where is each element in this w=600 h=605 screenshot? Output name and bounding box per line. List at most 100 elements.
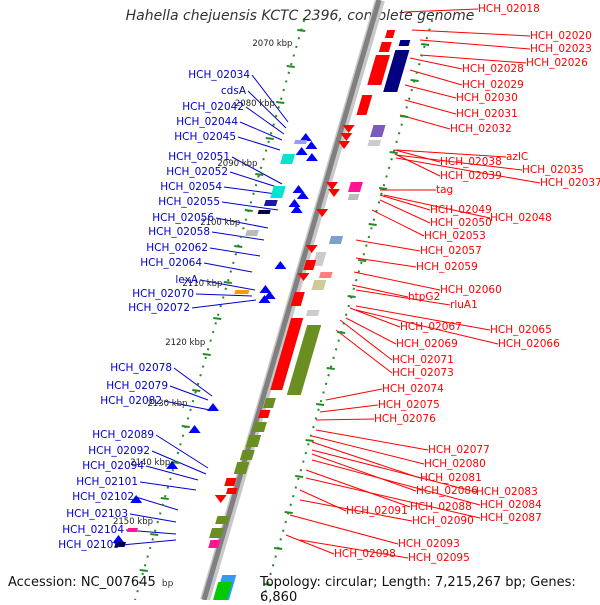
cyan-gene	[270, 186, 286, 198]
forward-leader-line	[299, 489, 347, 512]
gene-labels: HCH_02018HCH_02020HCH_02023HCH_02026HCH_…	[58, 3, 600, 564]
kbp-tick-labels: 2070 kbp 2080 kbp 2090 kbp 2100 kbp 2110 kbp…	[113, 39, 292, 527]
forward-leader-line	[355, 305, 491, 331]
forward-leader-line	[319, 404, 379, 413]
forward-gene-label: HCH_02049	[430, 204, 492, 216]
forward-leader-line	[311, 453, 417, 492]
forward-leader-line	[419, 54, 527, 64]
genome-backbone	[200, 0, 385, 600]
reverse-gene-arrow	[305, 141, 318, 149]
forward-leader-line	[345, 317, 397, 345]
track-tick	[265, 137, 274, 140]
dotted-track-left	[134, 19, 306, 600]
reverse-leader-line	[229, 171, 281, 189]
reverse-leader-line	[231, 156, 283, 185]
forward-gene-label: HCH_02065	[490, 324, 552, 336]
forward-leader-line	[404, 84, 457, 99]
forward-gene-arrow	[342, 125, 355, 133]
reverse-gene-arrow	[305, 153, 318, 161]
reverse-gene-label: HCH_02055	[158, 196, 220, 208]
forward-leader-line	[409, 69, 463, 86]
forward-gene-label: HCH_02060	[440, 284, 502, 296]
reverse-gene-arrow	[299, 133, 312, 141]
reverse-gene-arrow	[258, 295, 271, 303]
forward-leader-line	[299, 539, 409, 559]
forward-leader-line	[403, 8, 479, 13]
forward-leader-line	[339, 319, 393, 361]
forward-gene-arrow	[305, 245, 318, 253]
forward-gene-label: rluA1	[450, 299, 478, 311]
reverse-leader-line	[211, 231, 265, 241]
forward-gene-label: HCH_02066	[498, 338, 560, 350]
forward-gene-label: HCH_02028	[462, 63, 524, 75]
forward-gene-label: HCH_02071	[392, 354, 454, 366]
reverse-gene-arrow	[263, 291, 276, 299]
reverse-leader-line	[239, 121, 283, 141]
track-tick	[202, 353, 211, 356]
reverse-gene-arrow	[112, 535, 125, 543]
forward-leader-line	[419, 39, 531, 50]
forward-leader-line	[315, 429, 429, 451]
light-red-gene	[318, 272, 333, 278]
gene-features	[112, 30, 411, 600]
grey-gene	[305, 310, 320, 316]
khaki-gene	[311, 280, 327, 290]
reverse-gene-label: HCH_02092	[88, 445, 150, 457]
track-tick	[347, 295, 356, 298]
reverse-gene-label: HCH_02089	[92, 429, 154, 441]
reverse-gene-arrow	[290, 205, 303, 213]
forward-gene-arrow	[340, 133, 353, 141]
reverse-gene-label: HCH_02064	[140, 257, 202, 269]
backbone-line	[201, 0, 382, 600]
forward-gene-label: HCH_02074	[382, 383, 444, 395]
grey-gene	[367, 140, 382, 146]
forward-leader-line	[395, 157, 541, 184]
forward-leader-line	[299, 499, 413, 522]
track-tick	[400, 115, 409, 118]
track-tick	[379, 187, 388, 190]
reverse-leader-line	[223, 186, 277, 195]
navy-gene	[263, 200, 278, 206]
track-tick	[368, 223, 377, 226]
forward-gene-label: HCH_02084	[480, 499, 542, 511]
forward-gene-label: HCH_02080	[424, 458, 486, 470]
forward-gene-label: HCH_02088	[410, 501, 472, 513]
reverse-leader-line	[121, 539, 177, 546]
forward-leader-line	[355, 257, 417, 268]
forward-gene	[303, 260, 317, 270]
track-tick	[150, 533, 159, 536]
forward-leader-line	[311, 449, 477, 493]
forward-gene	[290, 292, 305, 306]
accession-tail: bp	[161, 579, 174, 589]
navy-gene	[257, 210, 271, 214]
forward-leader-line	[355, 309, 499, 345]
track-tick	[244, 209, 253, 212]
forward-leader-line	[305, 469, 411, 508]
forward-leader-line	[289, 514, 399, 545]
track-tick	[337, 331, 346, 334]
track-tick	[316, 403, 325, 406]
accession-value: Accession: NC_007645	[8, 575, 156, 590]
forward-gene	[384, 30, 396, 38]
reverse-gene-label: HCH_02056	[152, 212, 214, 224]
track-tick	[274, 547, 283, 550]
forward-gene-label: HCH_02053	[424, 230, 486, 242]
forward-gene-label: HCH_02083	[476, 486, 538, 498]
forward-gene-arrow	[326, 182, 339, 190]
forward-gene	[224, 478, 237, 486]
forward-leader-line	[379, 194, 431, 211]
forward-leader-line	[395, 149, 507, 158]
reverse-leader-line	[155, 434, 209, 469]
track-tick	[410, 79, 419, 82]
reverse-leader-line	[195, 293, 253, 297]
navy-gene	[114, 542, 126, 547]
reverse-gene-label: HCH_02078	[110, 362, 172, 374]
reverse-gene-label: HCH_02102	[72, 491, 134, 503]
track-tick	[297, 29, 306, 32]
kbp-tick-label: 2150 kbp	[113, 517, 153, 527]
forward-gene-arrow	[338, 141, 350, 149]
forward-gene-label: HCH_02086	[416, 485, 478, 497]
reverse-leader-line	[221, 201, 279, 211]
reverse-gene-label: HCH_02045	[174, 131, 236, 143]
forward-leader-line	[409, 57, 463, 70]
